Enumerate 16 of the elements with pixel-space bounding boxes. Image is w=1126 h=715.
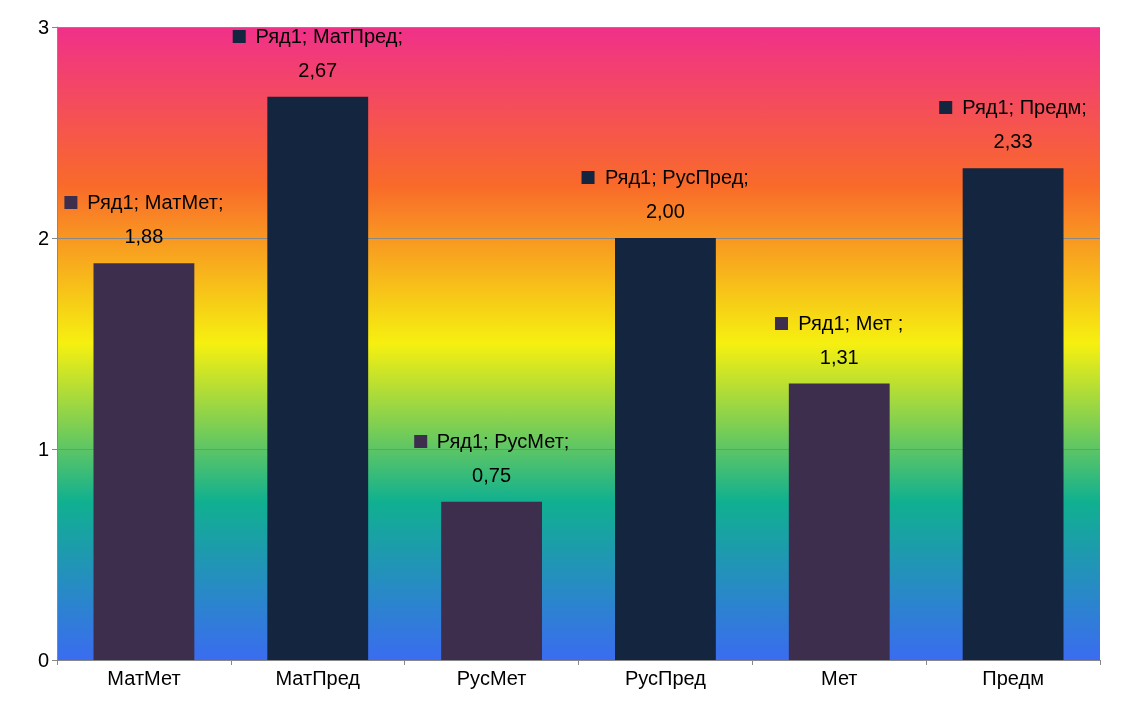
data-label: Ряд1; Предм; 2,33 — [961, 95, 1087, 155]
data-label: Ряд1; РусПред; 2,00 — [603, 165, 749, 224]
y-tick-label: 1 — [37, 438, 49, 460]
x-tick-label: Предм — [982, 667, 1044, 689]
x-tick-label: РусМет — [456, 667, 527, 689]
x-tick-label: МатПред — [275, 667, 361, 689]
x-tick-label: РусПред — [624, 667, 707, 689]
data-label: Ряд1; МатПред; 2,67 — [254, 23, 404, 83]
x-tick-label: МатМет — [107, 667, 181, 689]
y-tick-label: 0 — [37, 649, 49, 671]
data-label: Ряд1; МатМет; 1,88 — [86, 190, 224, 250]
x-tick-label: Мет — [820, 667, 858, 689]
y-tick-label: 2 — [37, 227, 49, 249]
data-label: Ряд1; Мет ; 1,31 — [797, 310, 904, 370]
data-label: Ряд1; РусМет; 0,75 — [435, 428, 570, 488]
y-tick-label: 3 — [37, 16, 49, 38]
